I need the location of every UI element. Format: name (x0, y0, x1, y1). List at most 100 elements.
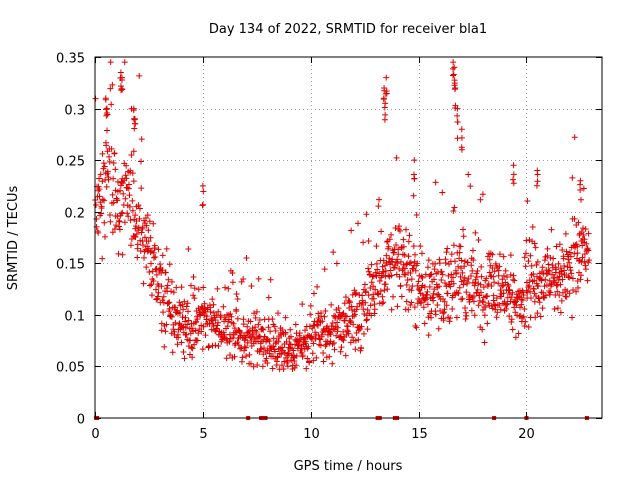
data-point (474, 267, 481, 274)
data-point (365, 265, 372, 272)
data-point (349, 306, 356, 313)
data-point (418, 273, 425, 280)
data-point (577, 186, 584, 193)
data-point (542, 276, 549, 283)
x-tick-label: 15 (411, 427, 428, 442)
data-point (525, 258, 532, 265)
data-point (533, 261, 540, 268)
data-point (462, 309, 469, 316)
data-point (563, 293, 570, 300)
data-point (500, 272, 507, 279)
data-point (430, 297, 437, 304)
data-point (160, 293, 167, 300)
data-point (241, 337, 248, 344)
data-point (188, 325, 195, 332)
data-point (188, 282, 195, 289)
data-point (417, 243, 424, 250)
data-point (430, 290, 437, 297)
data-point (120, 190, 127, 197)
data-point (542, 292, 549, 299)
x-tick-label: 10 (303, 427, 320, 442)
data-point (484, 293, 491, 300)
data-point (260, 326, 267, 333)
axis-ticks (95, 57, 602, 419)
data-point (194, 337, 201, 344)
data-point (126, 203, 133, 210)
data-point (370, 283, 377, 290)
data-point (313, 321, 320, 328)
data-point (544, 245, 551, 252)
data-point (512, 334, 519, 341)
data-point (355, 327, 362, 334)
data-point (199, 201, 206, 208)
data-point (101, 219, 108, 226)
data-point (577, 276, 584, 283)
data-point (432, 179, 439, 186)
data-point (504, 273, 511, 280)
data-point (545, 261, 552, 268)
data-point (184, 300, 191, 307)
data-point (410, 243, 417, 250)
data-point (199, 182, 206, 189)
data-point (115, 217, 122, 224)
data-point (358, 323, 365, 330)
data-point (564, 263, 571, 270)
data-point (175, 334, 182, 341)
data-point (362, 299, 369, 306)
data-point (450, 274, 457, 281)
data-point (521, 322, 528, 329)
data-point (495, 272, 502, 279)
data-point (449, 72, 456, 79)
data-point (141, 254, 148, 261)
data-point (539, 264, 546, 271)
data-point (425, 314, 432, 321)
data-point (172, 319, 179, 326)
data-point (386, 255, 393, 262)
y-tick-label: 0.25 (56, 155, 85, 170)
data-point (168, 278, 175, 285)
x-axis-label: GPS time / hours (294, 459, 403, 474)
data-point (431, 266, 438, 273)
data-point (158, 283, 165, 290)
data-point (515, 330, 522, 337)
data-point (250, 331, 257, 338)
data-point (485, 300, 492, 307)
data-point (428, 314, 435, 321)
data-point (392, 224, 399, 231)
data-point (131, 125, 138, 132)
data-point (225, 285, 232, 292)
y-tick-label: 0 (77, 413, 85, 428)
data-point (145, 238, 152, 245)
data-point (443, 302, 450, 309)
data-point (183, 331, 190, 338)
data-point (469, 247, 476, 254)
data-point (159, 267, 166, 274)
data-point (558, 270, 565, 277)
data-point (398, 293, 405, 300)
data-point (403, 281, 410, 288)
data-point (460, 233, 467, 240)
data-point (109, 81, 116, 88)
data-point (117, 69, 124, 76)
data-point (360, 306, 367, 313)
data-point (462, 315, 469, 322)
data-point (381, 287, 388, 294)
data-point (410, 192, 417, 199)
data-point (451, 86, 458, 93)
data-point (408, 287, 415, 294)
data-point (182, 324, 189, 331)
data-point (401, 251, 408, 258)
data-point (544, 252, 551, 259)
data-point (164, 282, 171, 289)
data-point (495, 280, 502, 287)
data-point (282, 329, 289, 336)
data-point (500, 253, 507, 260)
data-point (272, 327, 279, 334)
data-point (478, 263, 485, 270)
data-point (372, 286, 379, 293)
data-point (179, 301, 186, 308)
data-point (166, 299, 173, 306)
data-point (411, 251, 418, 258)
data-point (220, 303, 227, 310)
data-point (365, 237, 372, 244)
